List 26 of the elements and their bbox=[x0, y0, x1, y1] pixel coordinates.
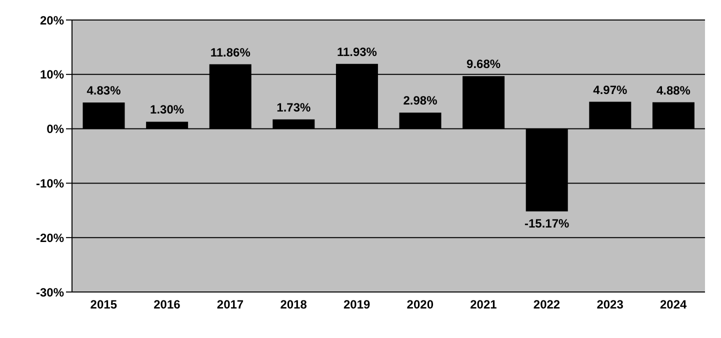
data-label: 4.97% bbox=[593, 82, 628, 97]
x-tick-label: 2015 bbox=[90, 298, 118, 312]
x-tick-label: 2022 bbox=[533, 298, 560, 312]
y-tick-label: -10% bbox=[36, 176, 64, 190]
y-tick-label: 20% bbox=[40, 13, 64, 28]
data-label: 4.88% bbox=[656, 83, 691, 98]
data-label: 9.68% bbox=[466, 57, 501, 72]
data-label: -15.17% bbox=[524, 216, 570, 230]
data-label: 4.83% bbox=[86, 84, 122, 98]
x-tick-label: 2017 bbox=[216, 298, 244, 312]
x-tick-label: 2018 bbox=[280, 298, 308, 312]
x-tick-label: 2019 bbox=[344, 298, 371, 312]
data-label: 11.86% bbox=[210, 45, 251, 60]
data-label: 1.30% bbox=[150, 102, 184, 117]
x-tick-label: 2021 bbox=[470, 298, 498, 312]
data-label: 1.73% bbox=[276, 100, 311, 114]
y-tick-label: 0% bbox=[46, 122, 64, 136]
y-tick-label: -20% bbox=[36, 230, 64, 245]
x-tick-label: 2023 bbox=[596, 298, 624, 312]
y-tick-label: -30% bbox=[36, 285, 64, 300]
x-tick-label: 2024 bbox=[660, 298, 688, 312]
data-label: 11.93% bbox=[336, 44, 378, 59]
x-tick-label: 2020 bbox=[406, 298, 434, 312]
x-tick-label: 2016 bbox=[154, 298, 181, 312]
data-label: 2.98% bbox=[403, 94, 438, 108]
y-tick-label: 10% bbox=[40, 68, 64, 82]
